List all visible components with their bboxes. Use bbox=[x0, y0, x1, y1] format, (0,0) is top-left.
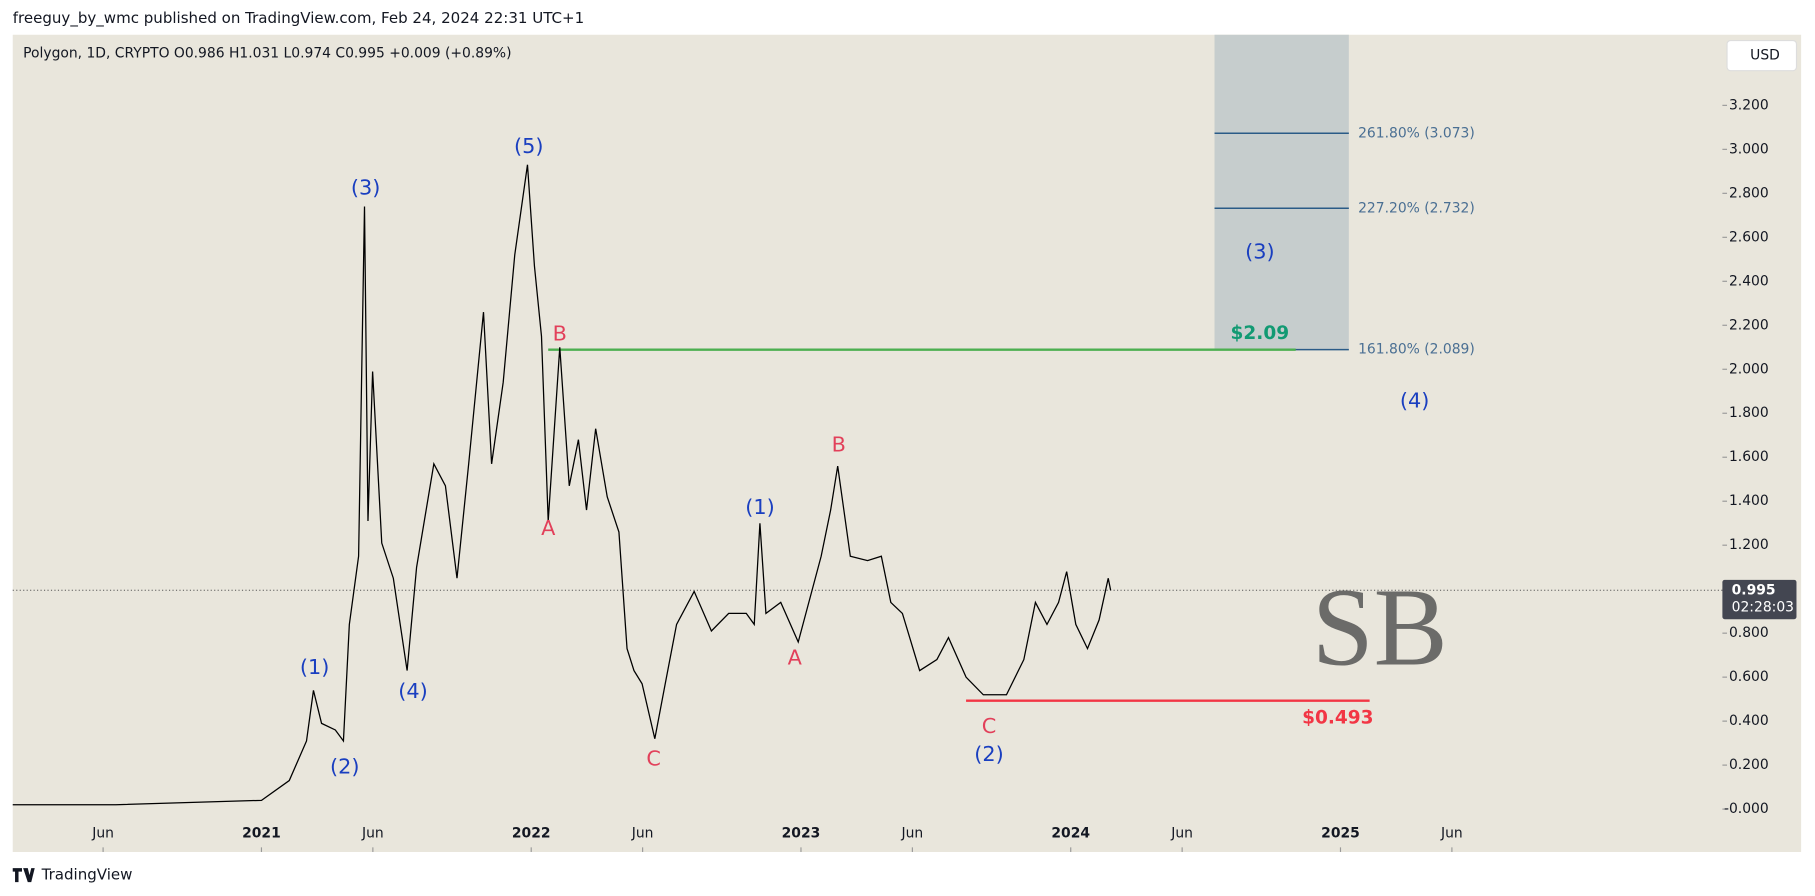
wave-label: (5) bbox=[514, 134, 544, 158]
x-tick-label: Jun bbox=[901, 825, 924, 841]
price-line bbox=[12, 164, 1112, 806]
logo-icon bbox=[12, 868, 35, 883]
currency-button[interactable] bbox=[1726, 39, 1798, 72]
y-tick-label: 2.200 bbox=[1729, 317, 1769, 333]
y-tick-label: 0.200 bbox=[1729, 757, 1769, 773]
watermark: SB bbox=[1312, 566, 1448, 689]
currency-label: USD bbox=[1750, 48, 1780, 64]
price-level-label: $2.09 bbox=[1231, 323, 1290, 344]
y-tick-label: 0.800 bbox=[1729, 625, 1769, 641]
footer-logo bbox=[12, 868, 35, 883]
y-tick-label: 2.600 bbox=[1729, 229, 1769, 245]
y-tick-label: 2.800 bbox=[1729, 185, 1769, 201]
last-price-badge bbox=[1722, 579, 1797, 620]
wave-label: A bbox=[788, 646, 803, 670]
y-tick-label: 1.400 bbox=[1729, 493, 1769, 509]
x-tick-label: Jun bbox=[91, 825, 114, 841]
fib-label: 261.80% (3.073) bbox=[1358, 125, 1475, 141]
y-tick-label: 1.200 bbox=[1729, 537, 1769, 553]
wave-label: C bbox=[646, 746, 661, 770]
y-tick-label: 1.800 bbox=[1729, 405, 1769, 421]
wave-label: (3) bbox=[1245, 239, 1275, 263]
header: freeguy_by_wmc published on TradingView.… bbox=[13, 9, 584, 28]
last-price-label: 0.995 bbox=[1732, 582, 1776, 598]
x-tick-label: Jun bbox=[1170, 825, 1193, 841]
x-tick-label: 2024 bbox=[1051, 825, 1090, 841]
y-tick-label: 3.000 bbox=[1729, 141, 1769, 157]
wave-label: (2) bbox=[974, 742, 1004, 766]
y-tick-label: 0.400 bbox=[1729, 713, 1769, 729]
fib-box bbox=[1214, 34, 1349, 350]
y-tick-label: 1.600 bbox=[1729, 449, 1769, 465]
y-tick-label: 2.000 bbox=[1729, 361, 1769, 377]
y-tick-label: -0.000 bbox=[1724, 801, 1769, 817]
y-tick-label: 2.400 bbox=[1729, 273, 1769, 289]
x-tick-label: Jun bbox=[1440, 825, 1463, 841]
x-tick-label: Jun bbox=[631, 825, 654, 841]
wave-label: (4) bbox=[1400, 389, 1430, 413]
wave-label: (1) bbox=[300, 655, 330, 679]
wave-label: B bbox=[832, 433, 846, 457]
wave-label: A bbox=[541, 516, 556, 540]
wave-label: (1) bbox=[745, 495, 775, 519]
wave-label: (4) bbox=[398, 679, 428, 703]
legend-text: Polygon, 1D, CRYPTO O0.986 H1.031 L0.974… bbox=[23, 45, 511, 61]
x-tick-label: Jun bbox=[361, 825, 384, 841]
x-tick-label: 2023 bbox=[782, 825, 821, 841]
wave-label: (3) bbox=[351, 176, 381, 200]
y-tick-label: 3.200 bbox=[1729, 97, 1769, 113]
wave-label: C bbox=[982, 714, 997, 738]
wave-label: (2) bbox=[330, 755, 360, 779]
x-tick-label: 2025 bbox=[1321, 825, 1360, 841]
fib-label: 161.80% (2.089) bbox=[1358, 342, 1475, 358]
wave-label: B bbox=[553, 322, 567, 346]
x-tick-label: 2021 bbox=[242, 825, 281, 841]
countdown-label: 02:28:03 bbox=[1732, 600, 1794, 616]
fib-label: 227.20% (2.732) bbox=[1358, 200, 1475, 216]
x-tick-label: 2022 bbox=[512, 825, 551, 841]
footer-text: TradingView bbox=[41, 866, 133, 884]
chart-background bbox=[12, 34, 1802, 852]
y-tick-label: 0.600 bbox=[1729, 669, 1769, 685]
price-level-label: $0.493 bbox=[1302, 708, 1373, 729]
